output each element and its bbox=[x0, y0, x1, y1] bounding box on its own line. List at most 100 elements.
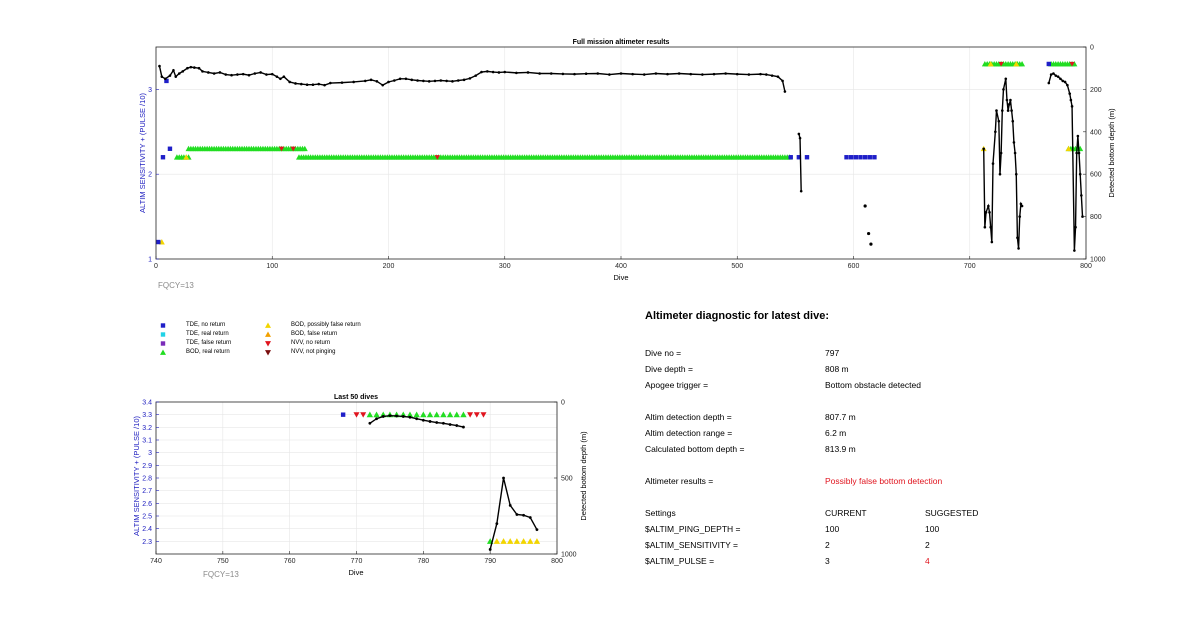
depth-point bbox=[1081, 215, 1084, 218]
tde-no-return-marker bbox=[167, 146, 173, 151]
depth-point bbox=[1068, 92, 1072, 95]
depth-point bbox=[1010, 109, 1013, 112]
bod-possibly-false-marker bbox=[513, 538, 521, 544]
depth-point bbox=[994, 130, 997, 134]
bod-possibly-false-marker bbox=[493, 538, 501, 544]
depth-point bbox=[561, 72, 565, 76]
y-tick-label: 1 bbox=[148, 257, 152, 264]
depth-point bbox=[1066, 83, 1069, 87]
depth-point bbox=[1074, 225, 1077, 229]
main-y2label: Detected bottom depth (m) bbox=[1107, 108, 1116, 198]
y2-tick-label: 800 bbox=[1090, 214, 1102, 221]
depth-point bbox=[1017, 247, 1020, 250]
x-tick-label: 400 bbox=[615, 263, 627, 270]
altim-depth-value: 807.7 m bbox=[825, 412, 856, 422]
tde-no-return-marker bbox=[340, 412, 346, 417]
depth-point bbox=[497, 71, 501, 74]
small-marks bbox=[340, 411, 541, 551]
apogee-value: Bottom obstacle detected bbox=[825, 380, 921, 390]
tde-no-return-marker bbox=[853, 155, 859, 160]
depth-point bbox=[189, 65, 193, 69]
depth-point bbox=[526, 71, 530, 74]
depth-point bbox=[998, 172, 1002, 176]
main-grid bbox=[155, 47, 1087, 260]
depth-point bbox=[538, 72, 541, 75]
setting-current: 2 bbox=[825, 540, 830, 550]
setting-suggested: 2 bbox=[925, 540, 930, 550]
y2-tick-label: 600 bbox=[1090, 172, 1102, 179]
legend-label: TDE, real return bbox=[186, 331, 229, 337]
x-tick-label: 300 bbox=[499, 263, 511, 270]
settings-label: Settings bbox=[645, 508, 676, 518]
depth-point bbox=[573, 72, 576, 76]
legend-label: NVV, no return bbox=[291, 340, 331, 346]
legend-marker bbox=[265, 331, 271, 337]
depth-point bbox=[776, 75, 780, 78]
setting-current: 100 bbox=[825, 524, 840, 534]
x-tick-label: 600 bbox=[848, 263, 860, 270]
nvv-no-return-marker bbox=[480, 412, 487, 418]
depth-point bbox=[177, 72, 181, 75]
depth-point bbox=[1002, 88, 1005, 91]
depth-point bbox=[549, 72, 553, 75]
bod-real-marker bbox=[420, 411, 427, 418]
depth-point bbox=[395, 414, 398, 418]
legend-triangle-up-marker bbox=[160, 349, 166, 355]
depth-line bbox=[489, 477, 538, 550]
tde-no-return-marker bbox=[858, 155, 863, 160]
depth-point bbox=[369, 78, 373, 82]
nvv-no-return-marker bbox=[278, 146, 285, 152]
depth-point bbox=[193, 66, 196, 69]
x-tick-label: 700 bbox=[964, 263, 976, 270]
depth-point bbox=[279, 77, 282, 81]
legend-triangle-up-marker bbox=[265, 331, 271, 337]
depth-point bbox=[387, 80, 390, 84]
depth-point bbox=[207, 71, 210, 74]
depth-point bbox=[735, 72, 739, 76]
depth-point bbox=[368, 421, 372, 425]
depth-point bbox=[488, 548, 492, 551]
depth-point bbox=[1005, 98, 1009, 102]
bod-real-marker bbox=[413, 411, 420, 418]
bod-real-marker bbox=[426, 411, 434, 418]
depth-point bbox=[783, 90, 787, 93]
nvv-no-return-marker bbox=[473, 412, 480, 418]
fqcy-small-label: FQCY=13 bbox=[203, 570, 239, 579]
nvv-no-return-marker bbox=[290, 146, 296, 152]
depth-point bbox=[619, 72, 623, 75]
y-tick-label: 2.4 bbox=[142, 526, 152, 533]
depth-point bbox=[451, 80, 454, 83]
nvv-no-return-marker bbox=[353, 412, 360, 418]
depth-point bbox=[1059, 77, 1062, 81]
depth-point bbox=[522, 513, 525, 517]
main-chart-title: Full mission altimeter results bbox=[573, 39, 670, 46]
depth-point bbox=[421, 418, 425, 422]
tde-no-return-marker bbox=[788, 155, 793, 160]
y-tick-label: 2.5 bbox=[142, 514, 152, 521]
depth-point bbox=[317, 82, 321, 86]
results-value: Possibly false bottom detection bbox=[825, 476, 943, 486]
y-tick-label: 3.3 bbox=[142, 412, 152, 419]
tde-no-return-marker bbox=[160, 155, 166, 160]
depth-point bbox=[863, 204, 867, 208]
depth-point bbox=[480, 70, 483, 74]
legend-marker bbox=[265, 322, 271, 328]
depth-point bbox=[393, 79, 396, 82]
depth-point bbox=[456, 79, 460, 82]
bod-possibly-false-marker bbox=[520, 538, 527, 544]
depth-point bbox=[1063, 80, 1067, 84]
depth-point bbox=[435, 421, 439, 424]
depth-point bbox=[305, 83, 309, 87]
x-tick-label: 800 bbox=[551, 558, 563, 565]
depth-point bbox=[528, 516, 532, 519]
small-y2label: Detected bottom depth (m) bbox=[579, 431, 588, 521]
nvv-no-return-marker bbox=[998, 61, 1004, 67]
depth-point bbox=[172, 69, 175, 72]
depth-point bbox=[259, 71, 262, 74]
bod-possibly-false-marker bbox=[183, 154, 190, 160]
depth-point bbox=[288, 80, 291, 84]
depth-point bbox=[869, 242, 873, 246]
depth-point bbox=[1075, 151, 1078, 155]
depth-point bbox=[631, 72, 634, 76]
depth-point bbox=[989, 225, 992, 229]
